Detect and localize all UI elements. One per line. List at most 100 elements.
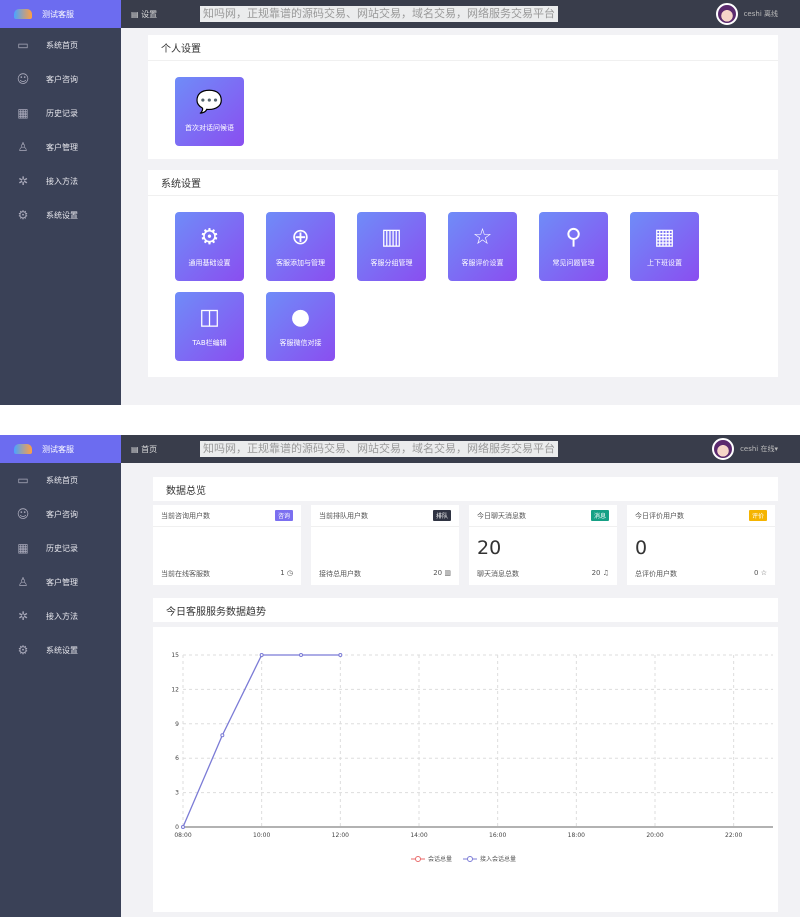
x-tick-label: 12:00 [332, 832, 349, 839]
avatar [712, 438, 735, 460]
app-name: 测试客服 [42, 444, 74, 454]
star-icon: ☆ [472, 225, 493, 250]
plus-circle-icon: ⊕ [291, 225, 310, 250]
stat-badge: 咨询 [274, 510, 293, 521]
settings-screen: 测试客服 ▭ 系统首页 ☺ 客户咨询 ▦ 历史记录 ♙ 客户管理 ✲ 接入方法 ⚙ 系统设置 ▤ 设置… [0, 0, 800, 405]
y-tick-label: 12 [171, 686, 179, 693]
user-status: ceshi 在线▾ [740, 445, 778, 453]
settings-tile[interactable]: ● 客服微信对接 [266, 292, 335, 361]
y-tick-label: 3 [175, 790, 179, 797]
section-title: 系统设置 [148, 170, 778, 196]
tile-label: 客服添加与管理 [276, 259, 325, 267]
legend-label: 会话总量 [428, 855, 452, 863]
stat-foot-value: 20 [433, 569, 443, 577]
sidebar-item-label: 客户管理 [46, 577, 78, 587]
stat-badge: 消息 [590, 510, 609, 521]
sidebar-item[interactable]: ⚙ 系统设置 [0, 198, 121, 232]
trend-title-card: 今日客服服务数据趋势 [153, 598, 778, 622]
group-icon: ▥ [381, 225, 402, 250]
app-logo: 测试客服 [0, 0, 121, 28]
sidebar-item-label: 接入方法 [46, 611, 78, 621]
x-tick-label: 16:00 [489, 832, 506, 839]
data-point [299, 653, 303, 657]
stat-card: 今日聊天消息数 消息 20 聊天消息总数 20 ♫ [469, 505, 617, 585]
sidebar-item-label: 系统设置 [46, 210, 78, 220]
personal-settings-card: 个人设置 💬 首次对话问候语 [148, 35, 778, 159]
section-title: 个人设置 [148, 35, 778, 61]
settings-tile[interactable]: ⚲ 常见问题管理 [539, 212, 608, 281]
settings-tile[interactable]: ▦ 上下班设置 [630, 212, 699, 281]
x-tick-label: 08:00 [174, 832, 191, 839]
sidebar-item-label: 系统首页 [46, 475, 78, 485]
smile-icon: ☺ [16, 72, 30, 86]
stat-title: 当前咨询用户数 [161, 511, 210, 520]
tile-label: 客服分组管理 [370, 259, 413, 267]
smile-icon: ☺ [16, 507, 30, 521]
menu-icon[interactable]: ▤ [131, 444, 142, 454]
sidebar-item[interactable]: ♙ 客户管理 [0, 130, 121, 164]
wechat-icon: ● [290, 305, 311, 330]
sidebar-item[interactable]: ▦ 历史记录 [0, 96, 121, 130]
legend-marker [415, 856, 421, 862]
stat-value: 20 [477, 537, 502, 559]
settings-tile[interactable]: ▥ 客服分组管理 [357, 212, 426, 281]
puzzle-icon: ✲ [17, 174, 29, 188]
app-name: 测试客服 [42, 9, 74, 19]
stat-foot-value: 20 [591, 569, 601, 577]
stat-foot-label: 总评价用户数 [635, 570, 677, 578]
data-point [220, 733, 225, 738]
sidebar-item[interactable]: ☺ 客户咨询 [0, 62, 121, 96]
user-menu[interactable]: ceshi 离线 [715, 3, 778, 25]
clock-icon: ◷ [286, 569, 293, 577]
user-icon: ♙ [17, 575, 29, 589]
sidebar-item[interactable]: ⚙ 系统设置 [0, 633, 121, 667]
x-tick-label: 14:00 [410, 832, 427, 839]
overview-title-card: 数据总览 [153, 477, 778, 501]
sidebar: 测试客服 ▭ 系统首页 ☺ 客户咨询 ▦ 历史记录 ♙ 客户管理 ✲ 接入方法 ⚙ 系统设置 [0, 0, 121, 405]
tile-label: 通用基础设置 [188, 259, 231, 267]
stat-badge: 评价 [748, 510, 767, 521]
sidebar-item[interactable]: ▭ 系统首页 [0, 28, 121, 62]
stat-title: 今日聊天消息数 [477, 511, 526, 520]
stat-value: 0 [635, 537, 648, 559]
tile-greeting[interactable]: 💬 首次对话问候语 [175, 77, 244, 146]
avatar [715, 3, 738, 25]
tile-label: 客服评价设置 [461, 259, 504, 267]
star-icon: ☆ [760, 569, 767, 577]
gear-icon: ⚙ [17, 208, 29, 222]
gear-icon: ⚙ [199, 225, 220, 250]
data-point [338, 653, 343, 657]
window-icon: ▭ [17, 473, 29, 487]
sidebar-item[interactable]: ▭ 系统首页 [0, 463, 121, 497]
breadcrumb: 设置 [141, 9, 158, 19]
settings-tile[interactable]: ☆ 客服评价设置 [448, 212, 517, 281]
stat-foot-value: 0 [754, 569, 759, 577]
calendar-icon: ▦ [654, 225, 675, 250]
sidebar-item[interactable]: ✲ 接入方法 [0, 599, 121, 633]
stat-value [311, 527, 459, 569]
sidebar-item[interactable]: ✲ 接入方法 [0, 164, 121, 198]
chat-bubble-icon: 💬 [195, 90, 224, 115]
x-tick-label: 18:00 [568, 832, 585, 839]
bell-icon: ♫ [602, 569, 609, 577]
settings-tile[interactable]: ⚙ 通用基础设置 [175, 212, 244, 281]
window-icon: ▭ [17, 38, 29, 52]
sidebar-item[interactable]: ♙ 客户管理 [0, 565, 121, 599]
sidebar-item-label: 客户咨询 [46, 74, 78, 84]
settings-tile[interactable]: ⊕ 客服添加与管理 [266, 212, 335, 281]
sidebar-item[interactable]: ☺ 客户咨询 [0, 497, 121, 531]
trend-chart-card: 0 3 6 9 12 15 08:00 10:00 12:00 14:00 16:00 18:00 20… [153, 627, 778, 912]
stat-badge: 排队 [432, 510, 451, 521]
user-menu[interactable]: ceshi 在线▾ [712, 438, 778, 460]
tile-label: 客服微信对接 [279, 339, 322, 347]
browser-icon: ◫ [199, 305, 220, 330]
y-tick-label: 9 [175, 721, 179, 728]
settings-tile[interactable]: ◫ TAB栏编辑 [175, 292, 244, 361]
section-title: 今日客服服务数据趋势 [166, 606, 266, 618]
menu-icon[interactable]: ▤ [131, 9, 142, 19]
sidebar-item-label: 客户咨询 [46, 509, 78, 519]
stat-card: 当前咨询用户数 咨询 当前在线客服数 1 ◷ [153, 505, 301, 585]
calendar-icon: ▦ [17, 106, 29, 120]
watermark: 知吗网，正规靠谱的源码交易、网站交易，域名交易，网络服务交易平台 [200, 6, 558, 22]
sidebar-item[interactable]: ▦ 历史记录 [0, 531, 121, 565]
